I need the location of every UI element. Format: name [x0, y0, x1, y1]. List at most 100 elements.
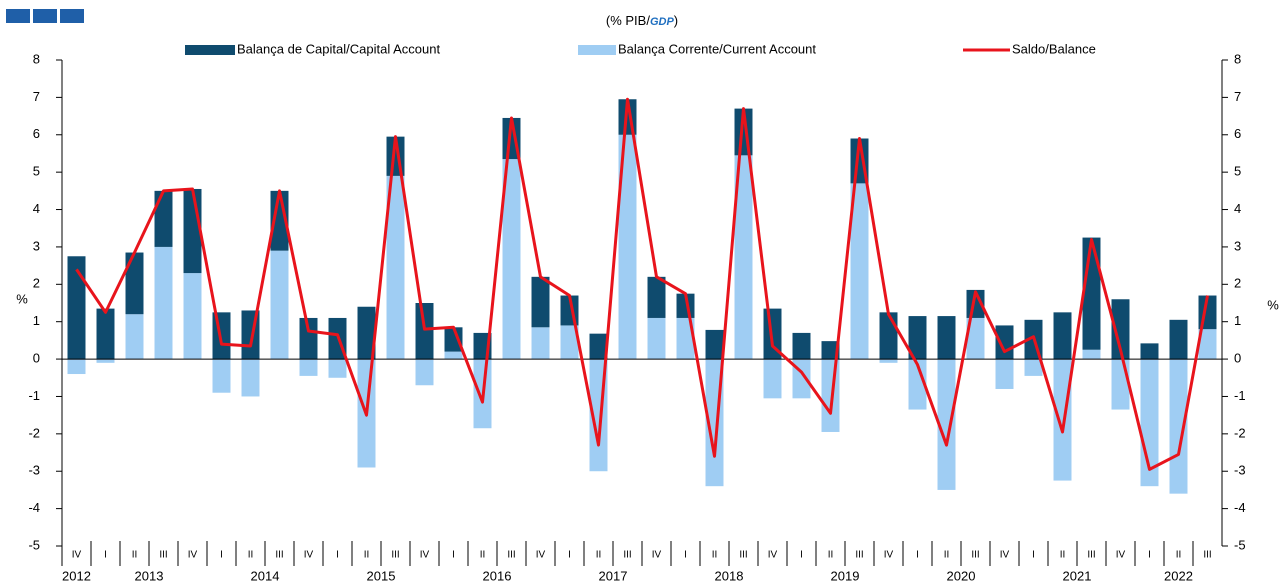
bar — [966, 317, 985, 360]
bar — [67, 359, 86, 375]
bar — [357, 306, 376, 360]
bar — [1111, 299, 1130, 360]
bar — [154, 246, 173, 360]
bar — [183, 273, 202, 360]
y-tick-label: -4 — [28, 500, 40, 515]
legend-swatch — [185, 45, 235, 55]
bar — [444, 351, 463, 360]
y-tick-label: -1 — [28, 388, 40, 403]
y2-tick-label: 8 — [1234, 51, 1241, 66]
x-tick-label: II — [944, 550, 950, 561]
bar — [96, 308, 115, 360]
y-tick-label: 0 — [33, 351, 40, 366]
bar — [299, 317, 318, 360]
year-label: 2012 — [62, 568, 91, 582]
bar — [879, 312, 898, 360]
bar — [270, 250, 289, 360]
bar — [96, 359, 115, 363]
year-label: 2018 — [715, 568, 744, 582]
x-tick-label: I — [568, 550, 571, 561]
bar — [1169, 319, 1188, 360]
y2-tick-label: 1 — [1234, 313, 1241, 328]
bar — [415, 303, 434, 360]
y2-tick-label: 3 — [1234, 238, 1241, 253]
year-label: 2013 — [135, 568, 164, 582]
x-tick-label: II — [1176, 550, 1182, 561]
x-tick-label: I — [336, 550, 339, 561]
y2-tick-label: -1 — [1234, 388, 1246, 403]
x-tick-label: I — [452, 550, 455, 561]
bar — [734, 155, 753, 360]
x-tick-label: III — [1087, 550, 1095, 561]
bar — [1111, 359, 1130, 410]
x-tick-label: I — [1032, 550, 1035, 561]
bar — [908, 316, 927, 360]
logo-block — [33, 9, 57, 23]
y-tick-label: -5 — [28, 537, 40, 552]
bar — [415, 359, 434, 386]
logo-block — [6, 9, 30, 23]
year-label: 2020 — [947, 568, 976, 582]
y2-tick-label: 7 — [1234, 89, 1241, 104]
bar — [879, 359, 898, 363]
y2-tick-label: -2 — [1234, 425, 1246, 440]
bar — [1082, 349, 1101, 360]
y-tick-label: 5 — [33, 164, 40, 179]
y-tick-label: -2 — [28, 425, 40, 440]
x-tick-label: II — [712, 550, 718, 561]
x-tick-label: I — [916, 550, 919, 561]
x-tick-label: IV — [1000, 550, 1010, 561]
y2-tick-label: -3 — [1234, 463, 1246, 478]
bar — [1140, 343, 1159, 360]
bar — [560, 325, 579, 360]
bar — [995, 325, 1014, 360]
x-tick-label: III — [739, 550, 747, 561]
bar — [1198, 329, 1217, 360]
legend-label: Balança Corrente/Current Account — [618, 41, 816, 56]
bar — [1169, 359, 1188, 494]
x-tick-label: I — [800, 550, 803, 561]
bar — [763, 359, 782, 399]
y-tick-label: 6 — [33, 126, 40, 141]
bar — [154, 190, 173, 247]
bar — [792, 332, 811, 360]
logo-block — [60, 9, 84, 23]
x-tick-label: IV — [884, 550, 894, 561]
y2-axis-label: % — [1267, 297, 1279, 312]
bar — [647, 317, 666, 360]
bar — [386, 175, 405, 360]
bar — [444, 327, 463, 352]
x-tick-label: III — [507, 550, 515, 561]
bar — [618, 134, 637, 360]
y2-tick-label: -5 — [1234, 537, 1246, 552]
bar — [531, 327, 550, 360]
x-tick-label: IV — [652, 550, 662, 561]
x-tick-label: III — [971, 550, 979, 561]
year-label: 2022 — [1164, 568, 1193, 582]
x-tick-label: IV — [1116, 550, 1126, 561]
x-tick-label: I — [684, 550, 687, 561]
x-tick-label: I — [104, 550, 107, 561]
y-axis-label: % — [16, 291, 28, 306]
x-tick-label: IV — [768, 550, 778, 561]
bar — [502, 159, 521, 360]
bar — [1053, 359, 1072, 481]
y2-tick-label: 0 — [1234, 351, 1241, 366]
legend-label: Balança de Capital/Capital Account — [237, 41, 440, 56]
bar — [212, 359, 231, 393]
year-label: 2019 — [831, 568, 860, 582]
x-tick-label: III — [1203, 550, 1211, 561]
x-tick-label: II — [1060, 550, 1066, 561]
year-label: 2021 — [1063, 568, 1092, 582]
bar — [589, 333, 608, 360]
bar — [212, 312, 231, 360]
y-tick-label: 7 — [33, 89, 40, 104]
bar — [183, 188, 202, 274]
x-tick-label: IV — [420, 550, 430, 561]
year-label: 2014 — [251, 568, 280, 582]
y-tick-label: 3 — [33, 238, 40, 253]
bar — [125, 252, 144, 315]
bar — [995, 359, 1014, 389]
x-tick-label: I — [220, 550, 223, 561]
year-label: 2015 — [367, 568, 396, 582]
